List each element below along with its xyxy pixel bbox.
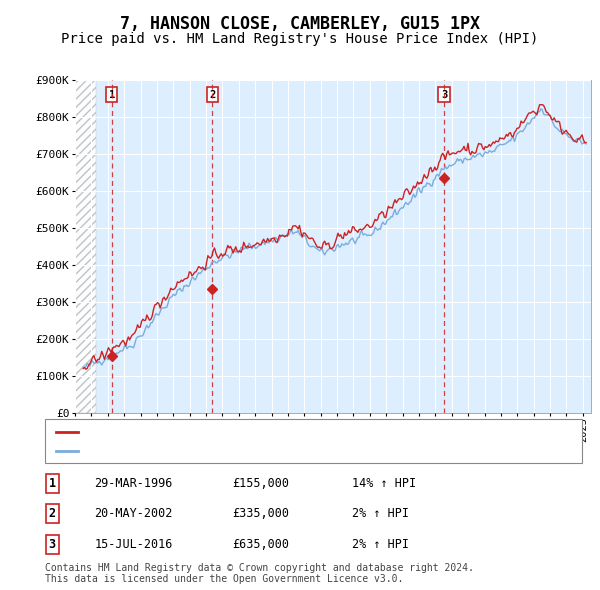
Text: 3: 3 — [49, 538, 56, 551]
Text: Contains HM Land Registry data © Crown copyright and database right 2024.
This d: Contains HM Land Registry data © Crown c… — [45, 563, 474, 585]
Text: 14% ↑ HPI: 14% ↑ HPI — [352, 477, 416, 490]
Text: £635,000: £635,000 — [232, 538, 289, 551]
Text: 29-MAR-1996: 29-MAR-1996 — [94, 477, 173, 490]
Text: 20-MAY-2002: 20-MAY-2002 — [94, 507, 173, 520]
Text: 2: 2 — [49, 507, 56, 520]
Text: 1: 1 — [49, 477, 56, 490]
Text: 7, HANSON CLOSE, CAMBERLEY, GU15 1PX (detached house): 7, HANSON CLOSE, CAMBERLEY, GU15 1PX (de… — [84, 425, 461, 439]
Text: 15-JUL-2016: 15-JUL-2016 — [94, 538, 173, 551]
Text: 2% ↑ HPI: 2% ↑ HPI — [352, 507, 409, 520]
Text: 2% ↑ HPI: 2% ↑ HPI — [352, 538, 409, 551]
Text: £335,000: £335,000 — [232, 507, 289, 520]
Text: £155,000: £155,000 — [232, 477, 289, 490]
Text: HPI: Average price, detached house, Surrey Heath: HPI: Average price, detached house, Surr… — [84, 444, 426, 457]
Text: 7, HANSON CLOSE, CAMBERLEY, GU15 1PX: 7, HANSON CLOSE, CAMBERLEY, GU15 1PX — [120, 15, 480, 33]
Text: 1: 1 — [109, 90, 115, 100]
Text: 2: 2 — [209, 90, 215, 100]
Text: 3: 3 — [441, 90, 448, 100]
Text: Price paid vs. HM Land Registry's House Price Index (HPI): Price paid vs. HM Land Registry's House … — [61, 32, 539, 47]
